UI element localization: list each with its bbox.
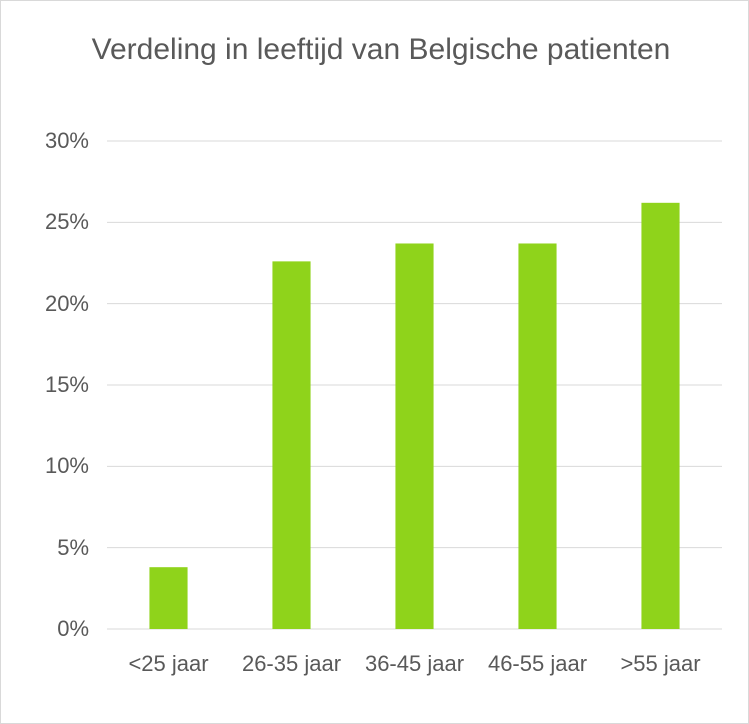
y-tick-label: 0% <box>57 616 89 641</box>
y-tick-label: 30% <box>44 128 89 153</box>
y-tick-label: 10% <box>44 453 89 479</box>
y-tick-label: 15% <box>44 372 89 397</box>
x-tick-label: >55 jaar <box>620 651 701 676</box>
bar <box>149 567 188 629</box>
bar <box>395 243 434 630</box>
x-tick-label: 26-35 jaar <box>241 651 342 676</box>
x-tick-label: 46-55 jaar <box>487 651 588 676</box>
bar <box>641 202 680 629</box>
bar <box>272 261 311 629</box>
chart-title: Verdeling in leeftijd van Belgische pati… <box>91 33 671 66</box>
bar <box>518 243 557 630</box>
y-tick-label: 20% <box>44 290 89 316</box>
y-tick-label: 5% <box>57 534 89 560</box>
y-tick-label: 25% <box>44 209 89 235</box>
x-tick-label: <25 jaar <box>128 651 209 676</box>
x-tick-label: 36-45 jaar <box>364 651 465 676</box>
